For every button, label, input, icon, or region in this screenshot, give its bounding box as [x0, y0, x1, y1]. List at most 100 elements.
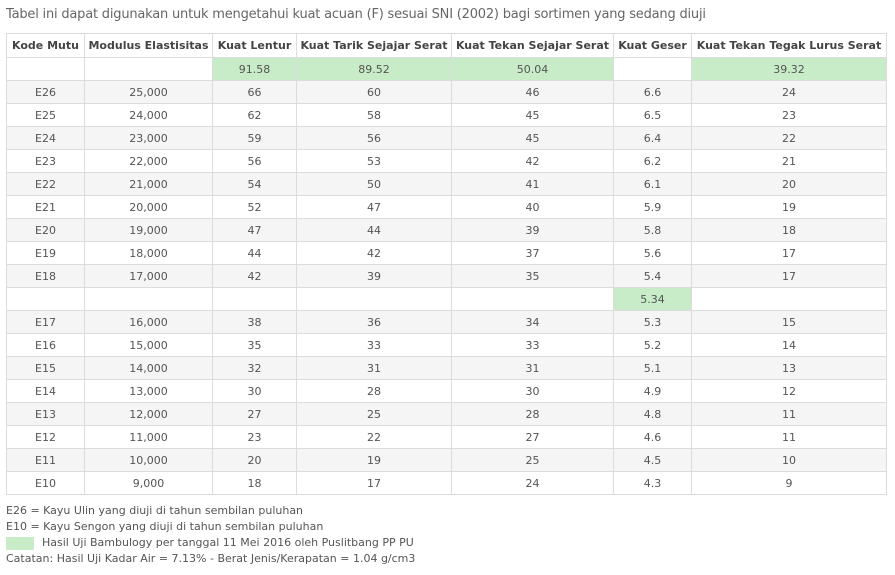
table-cell: 58 [296, 103, 452, 127]
table-row: E18 17,000 42 39 35 5.4 17 [6, 264, 887, 288]
table-cell: 22,000 [84, 149, 213, 173]
table-cell: 9 [691, 471, 887, 495]
header-row: Kode Mutu Modulus Elastisitas Kuat Lentu… [6, 33, 887, 58]
table-cell [296, 287, 452, 311]
table-cell: 40 [451, 195, 614, 219]
table-cell: E12 [6, 425, 85, 449]
table-cell [84, 57, 213, 81]
table-cell: 20 [691, 172, 887, 196]
table-cell: 33 [296, 333, 452, 357]
table-cell: 15 [691, 310, 887, 334]
table-cell: 12 [691, 379, 887, 403]
table-cell: 23,000 [84, 126, 213, 150]
header-kode-mutu: Kode Mutu [6, 33, 85, 58]
table-cell: 14,000 [84, 356, 213, 380]
table-cell: 31 [451, 356, 614, 380]
table-cell: 60 [296, 80, 452, 104]
table-cell: E25 [6, 103, 85, 127]
table-row: E11 10,000 20 19 25 4.5 10 [6, 448, 887, 472]
table-cell: 5.34 [613, 287, 692, 311]
table-cell [6, 287, 85, 311]
table-cell: 28 [451, 402, 614, 426]
table-row: 91.58 89.52 50.04 39.32 [6, 57, 887, 81]
table-cell: 44 [212, 241, 297, 265]
table-cell: E19 [6, 241, 85, 265]
table-cell [6, 57, 85, 81]
table-cell: 22 [691, 126, 887, 150]
table-cell [451, 287, 614, 311]
table-cell: 5.6 [613, 241, 692, 265]
table-cell: E15 [6, 356, 85, 380]
table-cell: 6.1 [613, 172, 692, 196]
table-cell: 52 [212, 195, 297, 219]
table-cell: 56 [296, 126, 452, 150]
table-cell: 18,000 [84, 241, 213, 265]
table-cell: 17 [296, 471, 452, 495]
table-cell: 4.9 [613, 379, 692, 403]
table-cell: 37 [451, 241, 614, 265]
table-cell: E23 [6, 149, 85, 173]
table-cell: 25,000 [84, 80, 213, 104]
table-cell: 20,000 [84, 195, 213, 219]
notes: E26 = Kayu Ulin yang diuji di tahun semb… [6, 503, 415, 567]
table-cell: 47 [212, 218, 297, 242]
header-kuat-tarik: Kuat Tarik Sejajar Serat [296, 33, 452, 58]
table-row: 5.34 [6, 287, 887, 311]
table-body: 91.58 89.52 50.04 39.32 E26 25,000 66 60 46 6.6 24… [6, 57, 887, 495]
table-cell: 31 [296, 356, 452, 380]
table-cell: 5.3 [613, 310, 692, 334]
note-catatan: Catatan: Hasil Uji Kadar Air = 7.13% - B… [6, 552, 416, 565]
header-modulus-elastisitas: Modulus Elastisitas [84, 33, 213, 58]
table-cell: 24,000 [84, 103, 213, 127]
table-cell: 5.9 [613, 195, 692, 219]
table-cell: 27 [451, 425, 614, 449]
legend-row: Hasil Uji Bambulogy per tanggal 11 Mei 2… [6, 535, 415, 551]
table-cell: 50 [296, 172, 452, 196]
table-cell: 16,000 [84, 310, 213, 334]
table-row: E16 15,000 35 33 33 5.2 14 [6, 333, 887, 357]
table-cell: 6.2 [613, 149, 692, 173]
legend-label: Hasil Uji Bambulogy per tanggal 11 Mei 2… [42, 536, 414, 549]
table-cell: 24 [691, 80, 887, 104]
table-row: E24 23,000 59 56 45 6.4 22 [6, 126, 887, 150]
table-cell: E13 [6, 402, 85, 426]
table-cell: 45 [451, 103, 614, 127]
table-cell: E16 [6, 333, 85, 357]
table-cell: 23 [691, 103, 887, 127]
table-cell: 21,000 [84, 172, 213, 196]
table-cell: 18 [212, 471, 297, 495]
table-cell: 39 [296, 264, 452, 288]
table-cell: 15,000 [84, 333, 213, 357]
table-cell: 17 [691, 241, 887, 265]
table-cell [613, 57, 692, 81]
table-cell: 47 [296, 195, 452, 219]
table-cell: 36 [296, 310, 452, 334]
table-row: E15 14,000 32 31 31 5.1 13 [6, 356, 887, 380]
table-cell: 35 [212, 333, 297, 357]
header-kuat-tekan-tegak: Kuat Tekan Tegak Lurus Serat [691, 33, 887, 58]
table-cell: 59 [212, 126, 297, 150]
note-e26: E26 = Kayu Ulin yang diuji di tahun semb… [6, 504, 304, 517]
header-kuat-geser: Kuat Geser [613, 33, 692, 58]
table-cell: 42 [451, 149, 614, 173]
table-cell: 20 [212, 448, 297, 472]
table-row: E13 12,000 27 25 28 4.8 11 [6, 402, 887, 426]
table-cell [691, 287, 887, 311]
table-row: E12 11,000 23 22 27 4.6 11 [6, 425, 887, 449]
table-cell: 12,000 [84, 402, 213, 426]
table-cell: 39.32 [691, 57, 887, 81]
table-cell: 19 [296, 448, 452, 472]
table-cell: 5.8 [613, 218, 692, 242]
table-cell: 56 [212, 149, 297, 173]
table-cell: 17,000 [84, 264, 213, 288]
table-cell: E18 [6, 264, 85, 288]
table-cell: 4.3 [613, 471, 692, 495]
table-cell: 34 [451, 310, 614, 334]
table-caption: Tabel ini dapat digunakan untuk mengetah… [6, 7, 706, 22]
table-cell: 11,000 [84, 425, 213, 449]
table-cell: 4.5 [613, 448, 692, 472]
table-cell: 42 [296, 241, 452, 265]
table-row: E23 22,000 56 53 42 6.2 21 [6, 149, 887, 173]
legend-swatch [6, 536, 34, 550]
